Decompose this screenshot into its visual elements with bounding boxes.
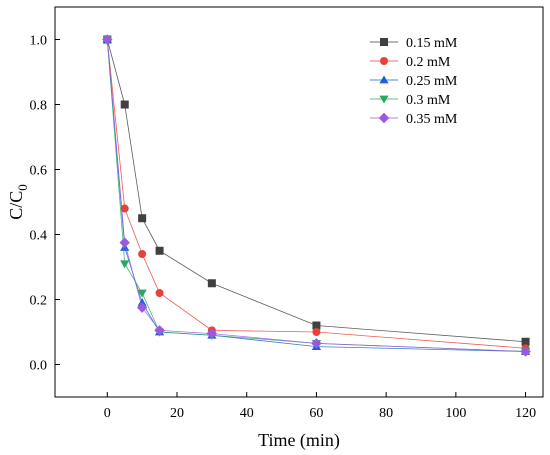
- data-point: [154, 325, 165, 336]
- axis-ticks: 0 20 40 60 80 100 120 0.0 0.2 0.4 0.6 0.8 1.0: [30, 34, 537, 422]
- data-point: [102, 34, 113, 45]
- series-5: [102, 34, 531, 357]
- legend-label: 0.3 mM: [406, 93, 451, 108]
- legend-marker: [379, 95, 389, 104]
- x-tick-label: 80: [379, 406, 393, 421]
- legend-item: 0.3 mM: [370, 93, 451, 108]
- y-tick-label: 0.2: [30, 294, 48, 309]
- data-point: [119, 237, 130, 248]
- legend-marker: [380, 57, 388, 65]
- legend-marker: [378, 112, 390, 124]
- x-tick-label: 120: [515, 406, 536, 421]
- legend-item: 0.25 mM: [370, 74, 458, 89]
- series-4: [102, 36, 531, 357]
- data-point: [137, 289, 147, 298]
- legend-label: 0.2 mM: [406, 55, 451, 70]
- x-axis-title: Time (min): [258, 430, 340, 451]
- legend-label: 0.25 mM: [406, 74, 458, 89]
- data-point: [136, 302, 148, 313]
- data-point: [206, 328, 218, 339]
- y-tick-label: 0.6: [30, 164, 48, 179]
- y-tick-label: 0.0: [30, 359, 48, 374]
- legend-marker: [379, 75, 389, 84]
- y-axis-title-subscript: 0: [15, 184, 30, 191]
- y-axis-title: C/C0: [6, 184, 30, 220]
- data-point: [312, 321, 321, 330]
- series-line: [106, 39, 526, 352]
- y-tick-label: 0.4: [30, 229, 48, 244]
- x-tick-label: 100: [445, 406, 466, 421]
- y-axis-title-main: C/C: [6, 191, 26, 220]
- legend-label: 0.15 mM: [406, 36, 458, 51]
- data-point: [312, 328, 321, 336]
- data-point: [120, 260, 130, 269]
- legend-item: 0.35 mM: [370, 112, 458, 127]
- series-1: [103, 35, 530, 346]
- series-line: [106, 39, 526, 352]
- data-point: [155, 246, 164, 255]
- series-layer: [102, 34, 531, 357]
- y-tick-label: 1.0: [30, 34, 48, 49]
- data-point: [138, 214, 147, 223]
- data-point: [521, 337, 530, 346]
- x-tick-label: 40: [240, 406, 254, 421]
- series-2: [103, 35, 530, 353]
- series-line: [106, 39, 526, 343]
- data-point: [520, 346, 531, 357]
- legend: 0.15 mM 0.2 mM 0.25 mM 0.3 mM 0.35 mM: [370, 36, 458, 127]
- series-3: [102, 34, 531, 355]
- x-tick-label: 20: [170, 406, 184, 421]
- series-line: [106, 39, 526, 349]
- data-point: [137, 298, 147, 307]
- y-tick-label: 0.8: [30, 99, 48, 114]
- legend-item: 0.2 mM: [370, 55, 451, 70]
- plot-frame: [54, 6, 544, 398]
- data-point: [311, 338, 322, 349]
- data-point: [207, 279, 216, 288]
- data-point: [138, 250, 147, 258]
- legend-item: 0.15 mM: [370, 36, 458, 51]
- legend-label: 0.35 mM: [406, 112, 458, 127]
- legend-marker: [380, 38, 388, 46]
- x-tick-label: 0: [104, 406, 111, 421]
- series-line: [106, 39, 526, 352]
- data-point: [120, 100, 129, 109]
- data-point: [155, 289, 164, 297]
- x-tick-label: 60: [309, 406, 323, 421]
- data-point: [120, 204, 129, 213]
